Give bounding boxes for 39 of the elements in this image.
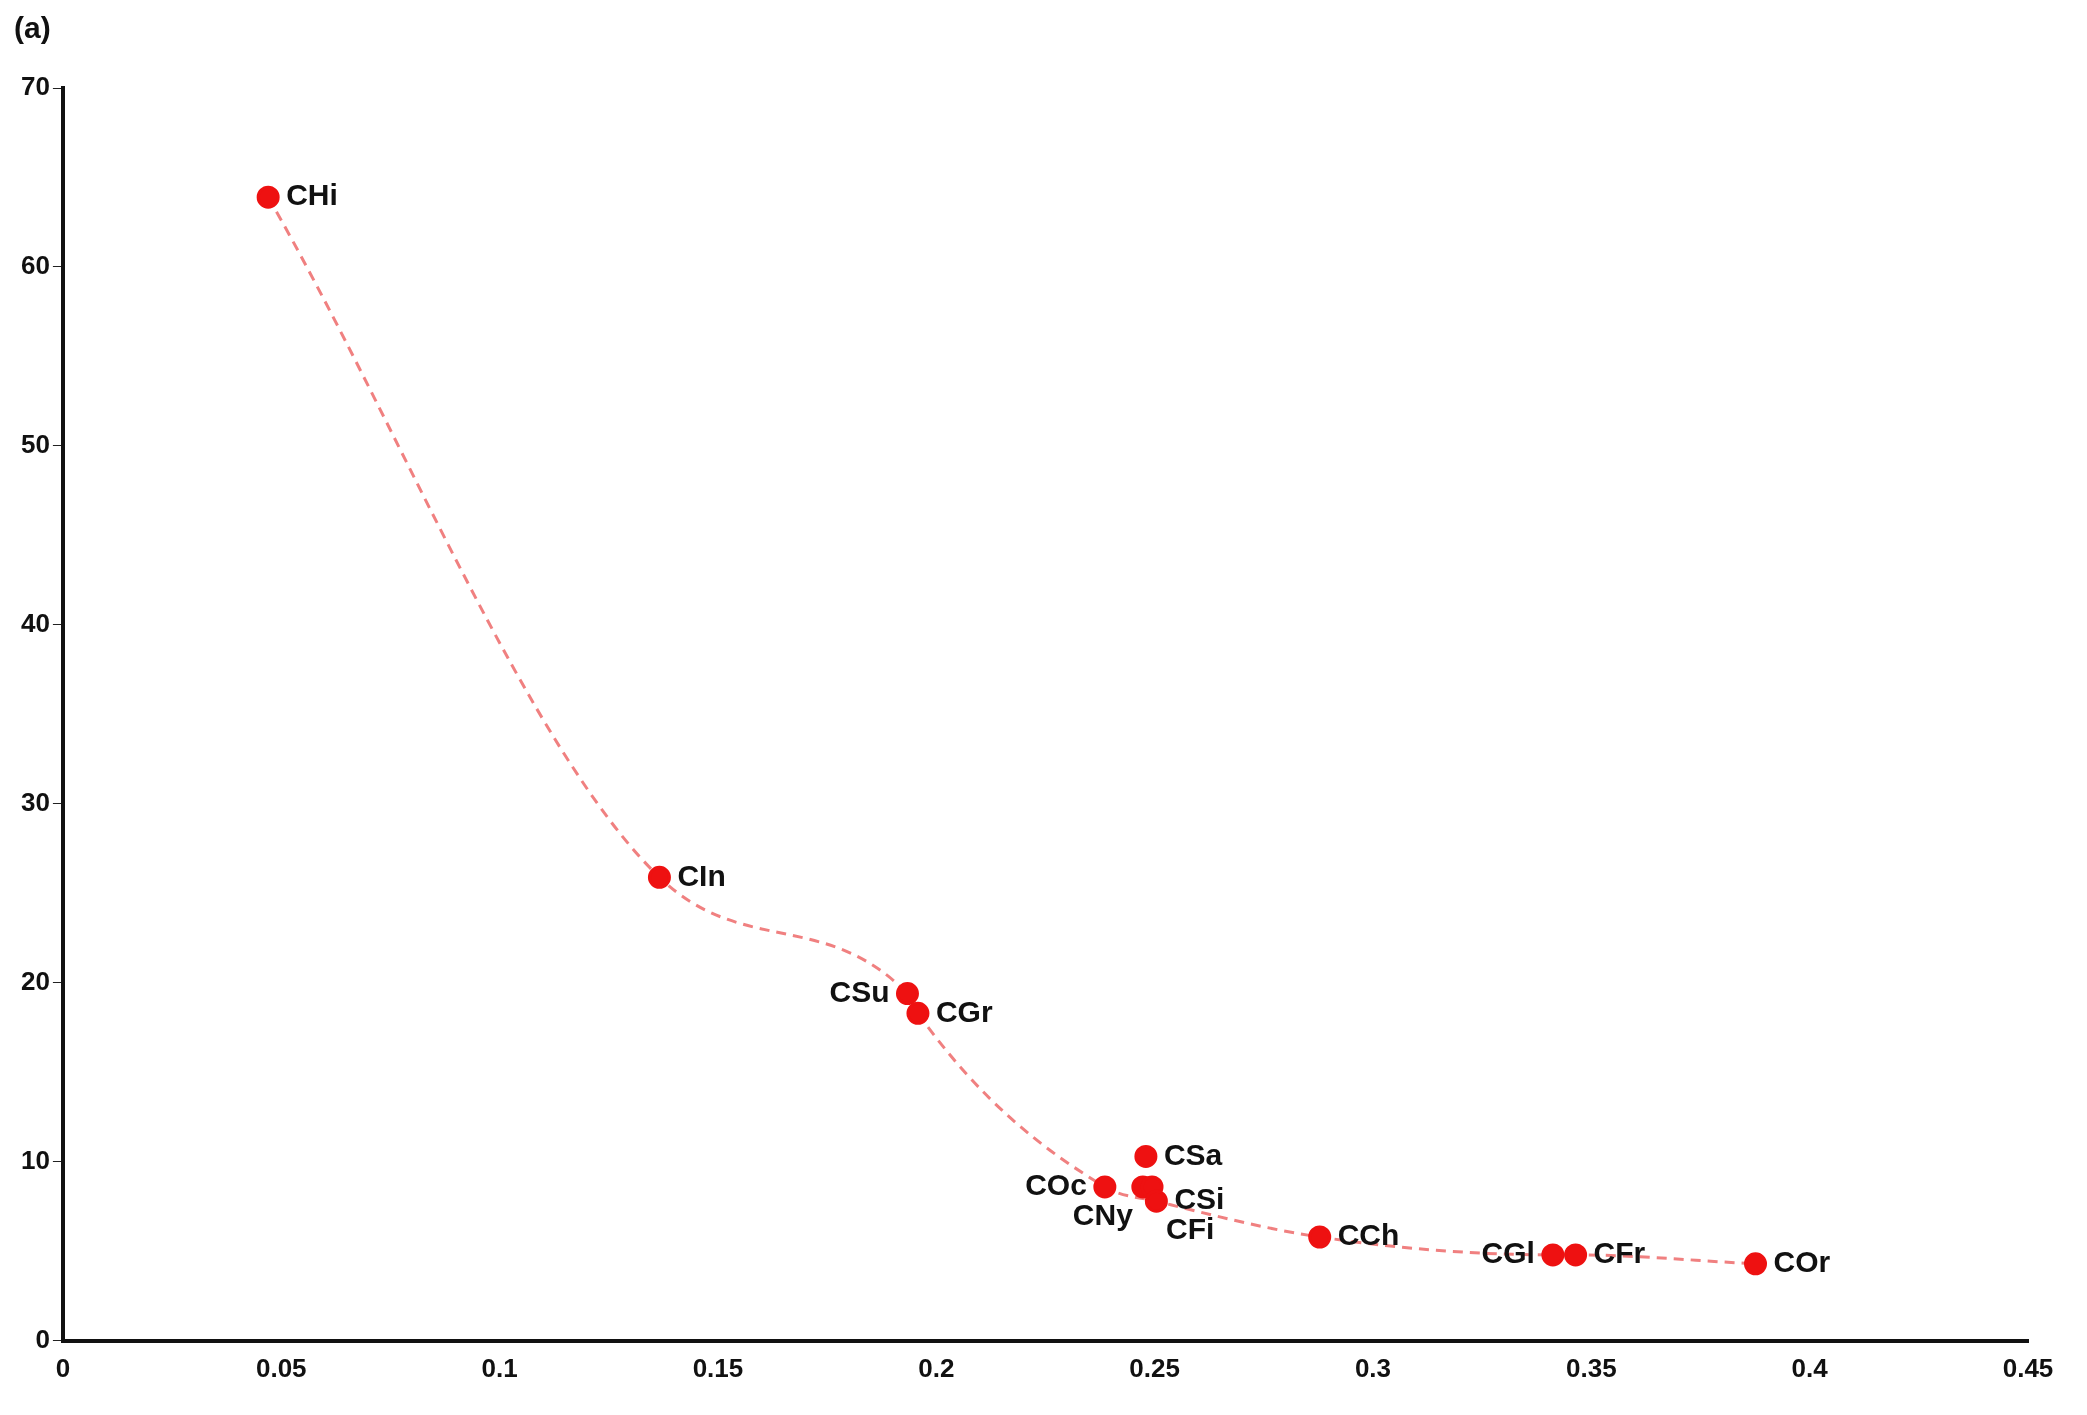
annotation: CHi [286,178,338,212]
text: (a) [14,11,51,45]
annotation: CSu [829,974,890,1008]
y-tick-label: 70 [21,71,50,102]
point [1144,1189,1168,1213]
annotation: CGr [935,994,993,1028]
y-tick-label: 30 [21,787,50,818]
y-tick-label: 0 [35,1323,50,1354]
y-tick-label: 20 [21,966,50,997]
x-tick-label: 0.15 [692,1352,744,1383]
annotation: CCh [1337,1218,1400,1252]
point [1308,1225,1332,1249]
annotation: CSa [1163,1137,1223,1171]
y-tick-label: 40 [21,608,50,639]
x-tick-label: 0.35 [1566,1352,1617,1383]
x-tick-label: 0.3 [1354,1352,1392,1383]
point [906,1001,930,1025]
annotation: CGl [1481,1236,1535,1270]
x-tick-label: 0.25 [1129,1352,1180,1383]
point [647,865,671,889]
y-tick-label: 10 [21,1145,50,1175]
point [1564,1243,1588,1267]
x-tick-label: 0.4 [1791,1352,1829,1383]
x-tick-label: 0.05 [255,1352,307,1383]
point [1541,1243,1565,1267]
point [1744,1252,1768,1276]
annotation: CFr [1593,1236,1646,1270]
x-tick-label: 0.1 [481,1352,518,1383]
point [1134,1144,1158,1168]
point [256,185,280,209]
x-tick-label: 0.45 [2002,1352,2054,1383]
x-tick-label: 0 [55,1352,71,1383]
point [1093,1175,1117,1199]
annotation: COr [1773,1245,1831,1279]
y-tick-label: 60 [21,250,50,281]
y-tick-label: 50 [21,429,50,460]
annotation: CIn [677,858,726,892]
point [895,982,919,1006]
x-tick-label: 0.2 [918,1352,955,1383]
